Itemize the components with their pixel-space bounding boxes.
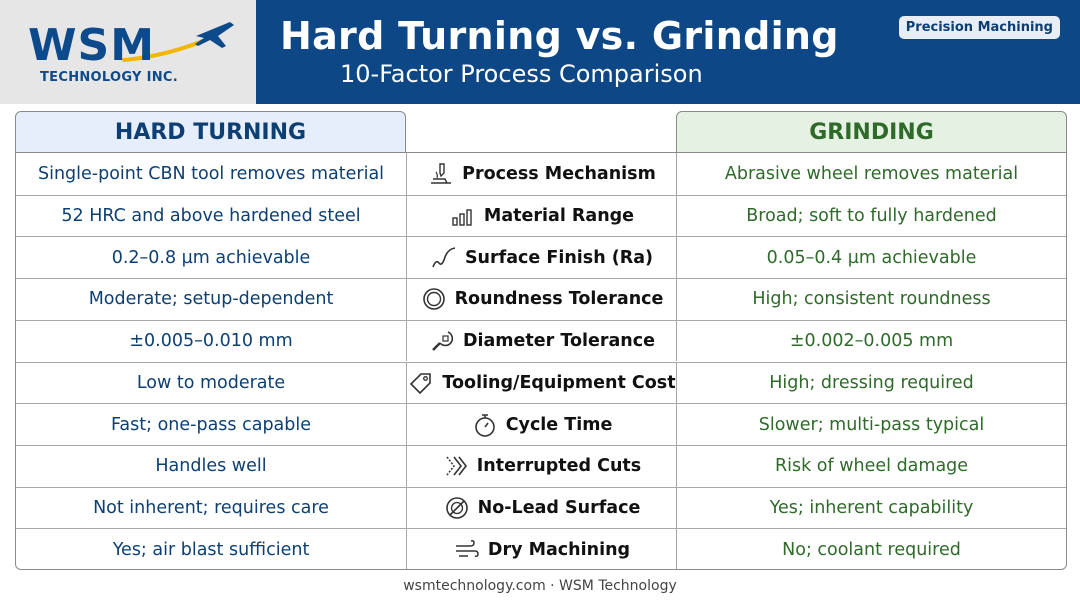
wind-icon xyxy=(453,536,481,564)
factor-label: No-Lead Surface xyxy=(477,497,641,518)
no-lead-icon xyxy=(443,494,471,522)
table-row: 52 HRC and above hardened steel Material … xyxy=(16,194,1066,237)
table-row: Moderate; setup-dependent Roundness Toler… xyxy=(16,278,1066,320)
grinding-cell: 0.05–0.4 µm achievable xyxy=(766,247,977,268)
page-title: Hard Turning vs. Grinding xyxy=(280,14,839,58)
table-row: Single-point CBN tool removes material Pr… xyxy=(16,153,1066,195)
factor-label: Dry Machining xyxy=(487,539,631,560)
tool-icon xyxy=(427,160,455,188)
hard-turning-cell: 52 HRC and above hardened steel xyxy=(16,195,407,237)
table-row: ±0.005–0.010 mm Diameter Tolerance ±0.002–… xyxy=(16,319,1066,362)
circle-icon xyxy=(420,285,448,313)
airplane-icon xyxy=(122,22,234,62)
factor-label: Process Mechanism xyxy=(462,163,656,184)
factor-cell: Dry Machining xyxy=(407,529,677,569)
hard-turning-cell: Low to moderate xyxy=(16,362,407,404)
hard-turning-header: HARD TURNING xyxy=(15,111,406,153)
wave-icon xyxy=(430,244,458,272)
factor-cell: Material Range xyxy=(407,195,677,237)
grinding-cell: Yes; inherent capability xyxy=(769,497,974,518)
logo-subtext: TECHNOLOGY INC. xyxy=(40,70,178,85)
hard-turning-cell: Single-point CBN tool removes material xyxy=(16,153,407,195)
grinding-cell: No; coolant required xyxy=(782,539,961,560)
factor-cell: No-Lead Surface xyxy=(407,487,677,529)
factor-label: Diameter Tolerance xyxy=(462,331,656,352)
header: WSM TECHNOLOGY INC. Hard Turning vs. Gri… xyxy=(0,0,1080,104)
grinding-cell: Slower; multi-pass typical xyxy=(758,414,985,435)
hard-turning-cell: 0.2–0.8 µm achievable xyxy=(16,237,407,279)
hard-turning-cell: Moderate; setup-dependent xyxy=(16,279,407,320)
hard-turning-cell: Yes; air blast sufficient xyxy=(16,529,407,569)
grinding-cell: ±0.002–0.005 mm xyxy=(789,331,954,352)
logo: WSM TECHNOLOGY INC. xyxy=(0,0,256,104)
factor-label: Cycle Time xyxy=(505,414,613,435)
factor-cell: Interrupted Cuts xyxy=(407,445,677,487)
table-row: Fast; one-pass capable Cycle Time Slower; … xyxy=(16,403,1066,445)
grinding-cell: Risk of wheel damage xyxy=(774,456,969,477)
factor-cell: Roundness Tolerance xyxy=(407,279,677,320)
grinding-cell: Abrasive wheel removes material xyxy=(724,163,1019,184)
hard-turning-cell: Fast; one-pass capable xyxy=(16,404,407,445)
category-badge: Precision Machining xyxy=(898,16,1060,39)
factor-label: Tooling/Equipment Cost xyxy=(442,372,676,393)
hard-turning-cell: ±0.005–0.010 mm xyxy=(16,320,407,362)
factor-label: Material Range xyxy=(483,206,635,227)
tag-icon xyxy=(407,369,435,397)
hard-turning-cell: Not inherent; requires care xyxy=(16,487,407,529)
factor-label: Surface Finish (Ra) xyxy=(464,247,654,268)
table-row: Low to moderate Tooling/Equipment Cost Hig… xyxy=(16,361,1066,404)
chevrons-icon xyxy=(442,452,470,480)
factor-cell: Tooling/Equipment Cost xyxy=(407,362,677,404)
factor-label: Interrupted Cuts xyxy=(476,456,642,477)
table-row: Not inherent; requires care No-Lead Surfa… xyxy=(16,486,1066,529)
table-row: Handles well Interrupted Cuts Risk of whee… xyxy=(16,444,1066,487)
micrometer-icon xyxy=(428,327,456,355)
comparison-grid: Single-point CBN tool removes material Pr… xyxy=(15,152,1067,570)
grinding-cell: High; consistent roundness xyxy=(752,289,991,310)
factor-cell: Cycle Time xyxy=(407,404,677,445)
factor-cell: Process Mechanism xyxy=(407,153,677,195)
comparison-table: HARD TURNING GRINDING Single-point CBN t… xyxy=(15,111,1067,570)
page-subtitle: 10-Factor Process Comparison xyxy=(340,60,703,88)
footer: wsmtechnology.com · WSM Technology xyxy=(403,578,677,594)
grinding-cell: High; dressing required xyxy=(769,372,974,393)
table-row: 0.2–0.8 µm achievable Surface Finish (Ra)… xyxy=(16,236,1066,279)
factor-cell: Surface Finish (Ra) xyxy=(407,237,677,279)
grinding-cell: Broad; soft to fully hardened xyxy=(746,206,997,227)
grinding-header: GRINDING xyxy=(676,111,1067,153)
hard-turning-cell: Handles well xyxy=(16,445,407,487)
bar-chart-icon xyxy=(449,202,477,230)
logo-text: WSM xyxy=(28,20,156,71)
title-band: Hard Turning vs. Grinding 10-Factor Proc… xyxy=(256,0,1080,104)
factor-cell: Diameter Tolerance xyxy=(407,320,677,362)
factor-label: Roundness Tolerance xyxy=(454,289,664,310)
table-row: Yes; air blast sufficient Dry Machining No… xyxy=(16,528,1066,569)
stopwatch-icon xyxy=(471,411,499,439)
